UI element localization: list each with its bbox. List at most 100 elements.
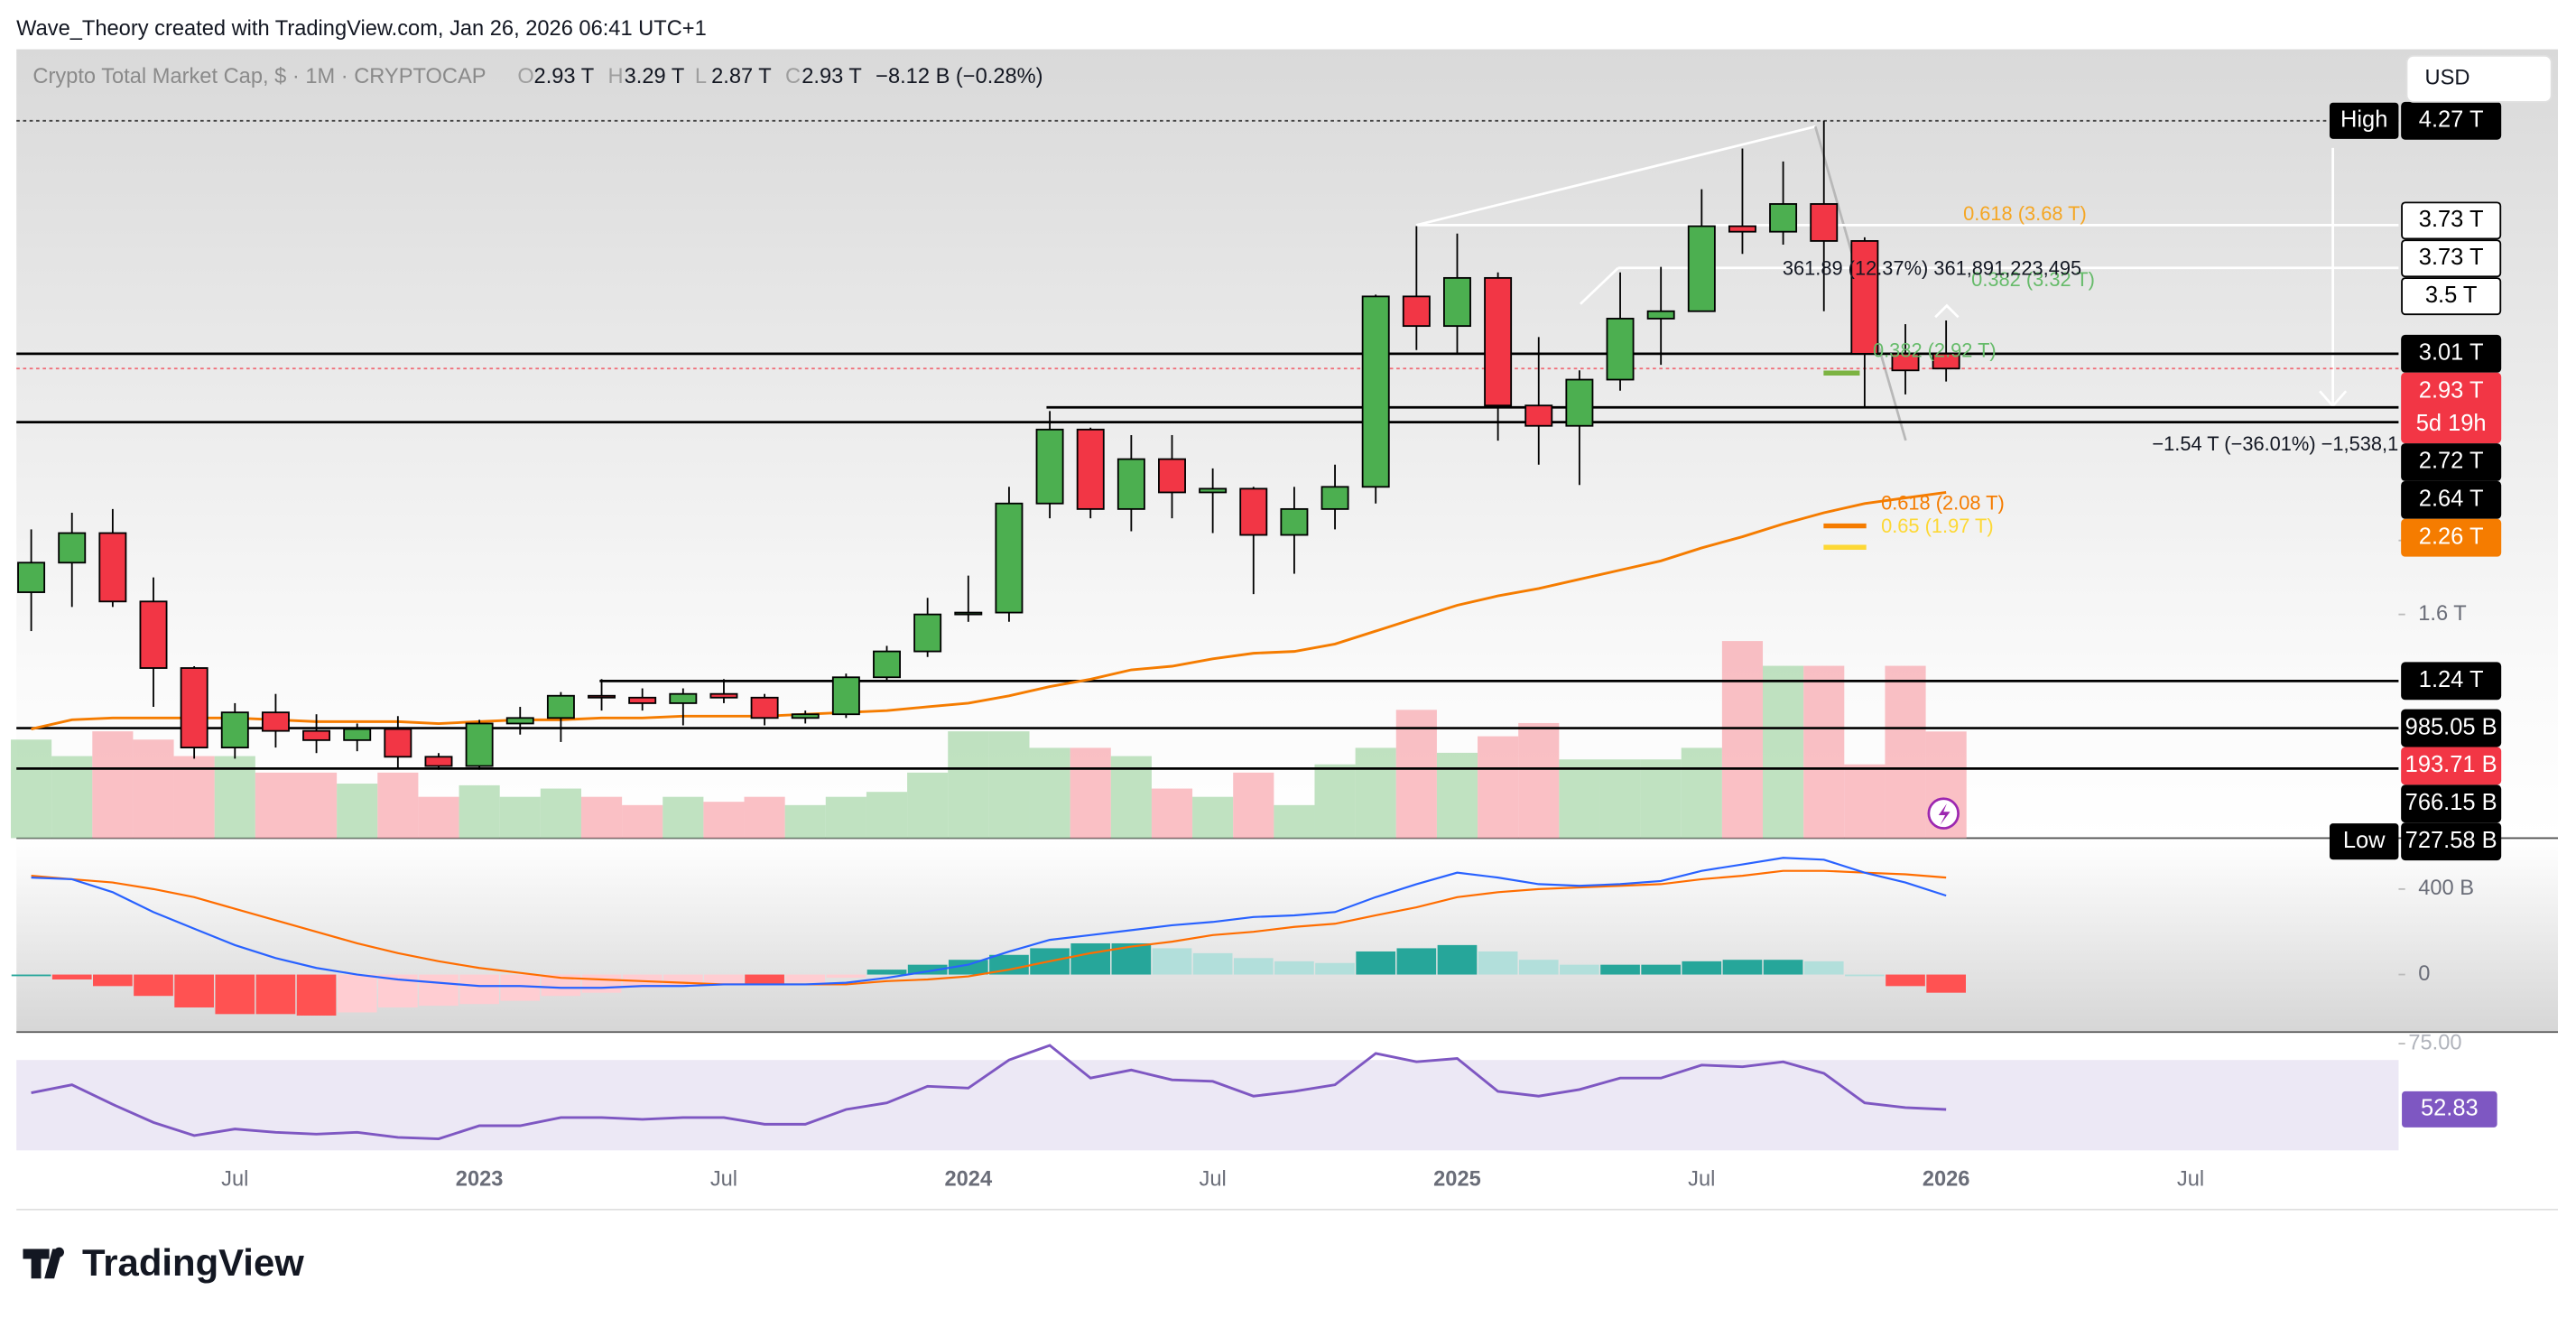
macd-histogram-bar bbox=[948, 960, 988, 975]
x-tick-label: Jul bbox=[221, 1167, 248, 1191]
volume-layer bbox=[11, 641, 1967, 839]
macd-histogram-bar bbox=[1722, 960, 1763, 975]
volume-bar bbox=[825, 796, 866, 839]
macd-histogram-bar bbox=[745, 974, 784, 985]
volume-bar bbox=[580, 796, 623, 839]
price-badge bbox=[2401, 239, 2502, 278]
volume-bar bbox=[663, 796, 704, 839]
volume-bar bbox=[1763, 665, 1804, 839]
rsi-line bbox=[31, 1044, 1947, 1141]
ohlc-value: 2.93 T bbox=[534, 65, 595, 88]
macd-histogram-bar bbox=[1763, 960, 1803, 975]
macd-histogram-bar bbox=[419, 974, 459, 1007]
macd-histogram-bar bbox=[1682, 961, 1722, 975]
macd-histogram-bar bbox=[1600, 964, 1640, 975]
macd-histogram-bar bbox=[1803, 961, 1844, 975]
candle-body bbox=[139, 600, 168, 669]
price-pane bbox=[16, 49, 2558, 839]
price-badge bbox=[2401, 747, 2502, 785]
macd-signal-line bbox=[31, 869, 1947, 986]
price-badge-label: 766.15 B bbox=[2405, 790, 2497, 815]
macd-histogram-bar bbox=[1070, 942, 1111, 975]
header-text: Wave_Theory created with TradingView.com… bbox=[16, 17, 707, 41]
candle-body bbox=[1891, 352, 1920, 372]
candle-body bbox=[17, 562, 46, 593]
logo-dot bbox=[54, 1247, 64, 1258]
candle-body bbox=[1117, 458, 1145, 510]
macd-histogram-bar bbox=[500, 974, 541, 1001]
volume-bar bbox=[948, 731, 989, 839]
x-tick-label: Jul bbox=[2177, 1167, 2204, 1191]
annotation-layer: 0.618 (3.68 T) 0.382 (3.32 T) 0.382 (2.92 … bbox=[1783, 202, 2398, 537]
macd-histogram-bar bbox=[1641, 964, 1682, 975]
volume-bar bbox=[1844, 764, 1886, 839]
candle-body bbox=[1769, 203, 1798, 233]
volume-bar bbox=[11, 739, 52, 839]
price-badge bbox=[2401, 518, 2502, 557]
price-badge-label: 2.64 T bbox=[2419, 487, 2484, 512]
price-badge bbox=[2401, 372, 2502, 444]
price-badge-label: 3.01 T bbox=[2419, 340, 2484, 366]
macd-histogram-bar bbox=[1152, 948, 1192, 975]
volume-bar bbox=[1192, 796, 1234, 839]
candle-body bbox=[1810, 203, 1839, 242]
candle-body bbox=[1443, 276, 1471, 328]
volume-bar bbox=[744, 796, 785, 839]
candle-body bbox=[1606, 318, 1635, 381]
annotation: 0.382 (3.32 T) bbox=[1971, 268, 2095, 291]
macd-histogram-bar bbox=[581, 974, 622, 993]
macd-tick-label: 0 bbox=[2418, 962, 2430, 986]
candle-body bbox=[669, 692, 698, 704]
candle-body bbox=[1850, 240, 1879, 355]
macd-histogram-bar bbox=[826, 974, 866, 979]
macd-histogram-bar bbox=[1437, 944, 1478, 975]
price-badge bbox=[2401, 480, 2502, 519]
trend-line bbox=[1415, 125, 1816, 227]
price-badge-label: 985.05 B bbox=[2405, 714, 2497, 739]
badge-tag bbox=[2329, 102, 2399, 139]
macd-line bbox=[31, 857, 1947, 989]
macd-histogram-bar bbox=[1356, 951, 1396, 975]
volume-bar bbox=[622, 804, 663, 839]
macd-tick-label: 400 B bbox=[2418, 877, 2474, 900]
badge-tag bbox=[2329, 823, 2399, 860]
currency-button[interactable] bbox=[2405, 54, 2553, 103]
price-badge bbox=[2401, 201, 2502, 240]
macd-histogram-bar bbox=[215, 974, 255, 1015]
volume-bar bbox=[866, 792, 908, 839]
candle-body bbox=[873, 650, 901, 679]
candle-body bbox=[709, 692, 738, 699]
candle-body bbox=[1728, 225, 1756, 233]
annotation: 0.65 (1.97 T) bbox=[1881, 515, 1994, 537]
candle-body bbox=[505, 717, 534, 725]
price-badge-label: 3.73 T bbox=[2419, 207, 2484, 232]
price-badge bbox=[2401, 443, 2502, 481]
candle-body bbox=[343, 728, 372, 741]
badge-tag-label: Low bbox=[2343, 828, 2386, 853]
candle-body bbox=[588, 694, 616, 699]
level-layer bbox=[16, 119, 2399, 770]
ohlc-key: H bbox=[607, 65, 623, 88]
price-badge-label: 1.24 T bbox=[2419, 667, 2484, 692]
ohlc-key: L bbox=[695, 65, 707, 88]
candle-body bbox=[1565, 378, 1594, 427]
ohlc-value: 2.87 T bbox=[711, 65, 772, 88]
macd-histogram-bar bbox=[1396, 948, 1437, 975]
candle-body bbox=[750, 696, 779, 719]
macd-histogram-bar bbox=[1274, 961, 1314, 975]
x-tick-label: Jul bbox=[1688, 1167, 1715, 1191]
annotation: −1.54 T (−36.01%) −1,538,1 bbox=[2152, 432, 2398, 455]
macd-histogram-bar bbox=[51, 974, 92, 979]
candle-body bbox=[1320, 486, 1349, 510]
candle-body bbox=[1035, 428, 1064, 505]
annotation: 0.382 (2.92 T) bbox=[1873, 339, 1997, 361]
symbol-title: Crypto Total Market Cap, $ · 1M · CRYPTO… bbox=[32, 65, 486, 88]
macd-histogram-bar bbox=[907, 964, 948, 975]
macd-histogram-bar bbox=[1926, 974, 1966, 993]
x-tick-label: Jul bbox=[1200, 1167, 1227, 1191]
volume-bar bbox=[418, 796, 459, 839]
candle-body bbox=[628, 696, 657, 704]
volume-bar bbox=[1640, 759, 1682, 839]
volume-bar bbox=[1274, 804, 1315, 839]
candle-body bbox=[424, 756, 453, 767]
